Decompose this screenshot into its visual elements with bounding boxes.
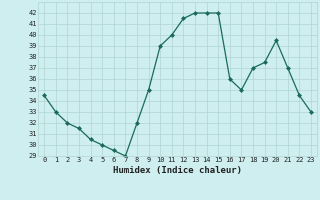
X-axis label: Humidex (Indice chaleur): Humidex (Indice chaleur) [113, 166, 242, 175]
